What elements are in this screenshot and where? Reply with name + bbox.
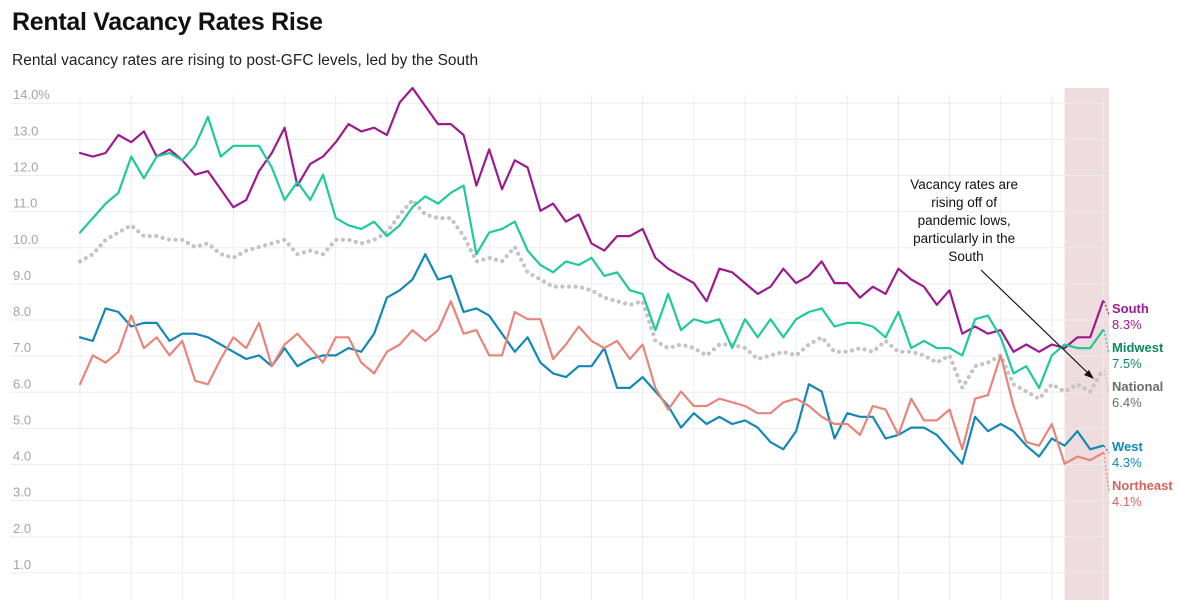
annotation-arrow-line [980,269,1092,377]
annotation-line: pandemic lows, [918,213,1011,228]
chart-subtitle: Rental vacancy rates are rising to post-… [12,52,479,69]
y-tick-label: 12.0 [13,159,38,174]
series-label-value: 6.4% [1112,395,1142,410]
y-tick-label: 5.0 [13,412,31,427]
annotation-line: Vacancy rates are [910,177,1018,192]
annotation-line: rising off of [931,195,997,210]
y-tick-label: 9.0 [13,268,31,283]
annotation-line: particularly in the [913,231,1015,246]
series-line-midwest [78,115,1105,389]
y-tick-label: 2.0 [13,521,31,536]
series-label-value: 8.3% [1112,317,1142,332]
label-connector [1103,452,1110,493]
annotation-text: Vacancy rates are rising off of pandemic… [910,177,1022,264]
series-label-name: Northeast [1112,478,1173,493]
y-tick-label: 6.0 [13,376,31,391]
highlight-band [1064,88,1109,600]
label-connector [1103,329,1110,355]
label-connector [1103,300,1110,316]
series-line-northeast [78,300,1105,465]
series-line-national [77,197,1106,401]
y-tick-label: 13.0 [13,123,38,138]
y-tick-label: 14.0% [13,87,50,102]
y-tick-label: 11.0 [13,196,37,211]
y-tick-label: 4.0 [13,449,31,464]
series-label-name: West [1112,439,1143,454]
series-label-name: National [1112,379,1163,394]
series-label-value: 7.5% [1112,356,1142,371]
series-line-west [78,253,1105,465]
series-label-value: 4.1% [1112,494,1142,509]
annotation-line: South [948,249,983,264]
y-tick-label: 3.0 [13,485,31,500]
label-connector [1103,445,1110,454]
y-tick-label: 7.0 [13,340,31,355]
series-label-name: South [1112,301,1149,316]
series-line-south [78,86,1105,353]
y-tick-label: 1.0 [13,557,31,572]
series-label-value: 4.3% [1112,455,1142,470]
y-tick-label: 8.0 [13,304,31,319]
y-tick-label: 10.0 [13,232,38,247]
series-label-name: Midwest [1112,340,1164,355]
annotation-arrow-head [1084,370,1094,379]
chart-title: Rental Vacancy Rates Rise [12,8,323,36]
